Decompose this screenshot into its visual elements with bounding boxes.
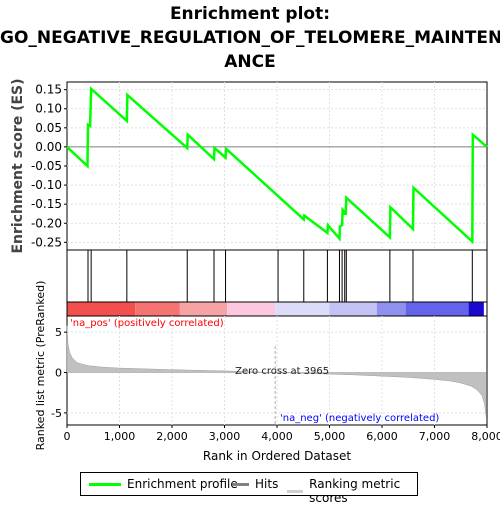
legend-item-enrichment: Enrichment profile: [89, 477, 238, 491]
zero-cross-label: Zero cross at 3965: [235, 366, 329, 377]
legend-label-metric: Ranking metric scores: [309, 477, 401, 505]
es-ytick-label-0: 0.15: [35, 83, 62, 97]
pos-correlated-label: 'na_pos' (positively correlated): [70, 318, 224, 329]
enrichment-profile-line: [66, 86, 488, 245]
metric-ytick-label-2: -5: [51, 407, 62, 420]
colorbar-segment-4: [275, 302, 330, 316]
chart-title-line-1: Enrichment plot:: [169, 4, 331, 24]
es-ylabel: Enrichment score (ES): [10, 78, 26, 253]
metric-xtick-label-3: 3,000: [209, 430, 241, 443]
colorbar-segment-5: [329, 302, 377, 316]
metric-ytick-label-0: 5: [55, 326, 62, 339]
legend-label-enrichment: Enrichment profile: [127, 477, 238, 491]
legend: Enrichment profile Hits Ranking metric s…: [80, 472, 418, 505]
metric-xtick-label-5: 5,000: [314, 430, 346, 443]
colorbar-segment-3: [227, 302, 276, 316]
enrichment-plot-svg: 0.15 0.10 0.05 0.00 -0.05 -0.10 -0.15 -0.20 -0.2…: [10, 78, 500, 463]
colorbar-segment-2: [179, 302, 228, 316]
metric-xtick-label-0: 0: [64, 430, 71, 443]
legend-label-hits: Hits: [255, 477, 279, 491]
es-ytick-label-3: 0.00: [35, 140, 62, 154]
metric-xtick-label-4: 4,000: [261, 430, 293, 443]
es-ytick-label-2: 0.05: [35, 121, 62, 135]
chart-title-line-2: GO_NEGATIVE_REGULATION_OF_TELOMERE_MAINT…: [0, 28, 500, 48]
metric-xtick-label-6: 6,000: [366, 430, 398, 443]
colorbar-segment-6: [376, 302, 406, 316]
metric-ylabel: Ranked list metric (PreRanked): [34, 281, 47, 451]
legend-swatch-metric: [287, 489, 304, 493]
es-ytick-label-4: -0.05: [31, 159, 62, 173]
metric-xtick-label-1: 1,000: [104, 430, 136, 443]
es-ytick-label-1: 0.10: [35, 102, 62, 116]
metric-xtick-label-2: 2,000: [156, 430, 188, 443]
hits-panel-frame: [66, 249, 488, 303]
neg-correlated-label: 'na_neg' (negatively correlated): [280, 413, 439, 424]
colorbar-segment-8: [468, 302, 484, 316]
metric-xtick-label-7: 7,000: [419, 430, 451, 443]
es-ytick-label-7: -0.20: [31, 216, 62, 230]
legend-swatch-hits: [233, 482, 249, 486]
colorbar-segment-1: [135, 302, 180, 316]
legend-swatch-enrichment: [89, 482, 121, 486]
colorbar-segment-7: [405, 302, 469, 316]
ranked-metric-area: [66, 325, 487, 420]
metric-xlabel: Rank in Ordered Dataset: [203, 449, 351, 463]
chart-title-line-3: ANCE: [224, 52, 276, 72]
colorbar-segment-0: [67, 302, 136, 316]
es-ytick-label-5: -0.10: [31, 178, 62, 192]
metric-ytick-label-1: 0: [55, 367, 62, 380]
metric-xtick-label-8: 8,000: [471, 430, 500, 443]
legend-item-hits: Hits: [233, 477, 278, 491]
es-ytick-label-6: -0.15: [31, 197, 62, 211]
es-ytick-label-8: -0.25: [31, 235, 62, 249]
legend-item-metric: Ranking metric scores: [287, 477, 417, 505]
